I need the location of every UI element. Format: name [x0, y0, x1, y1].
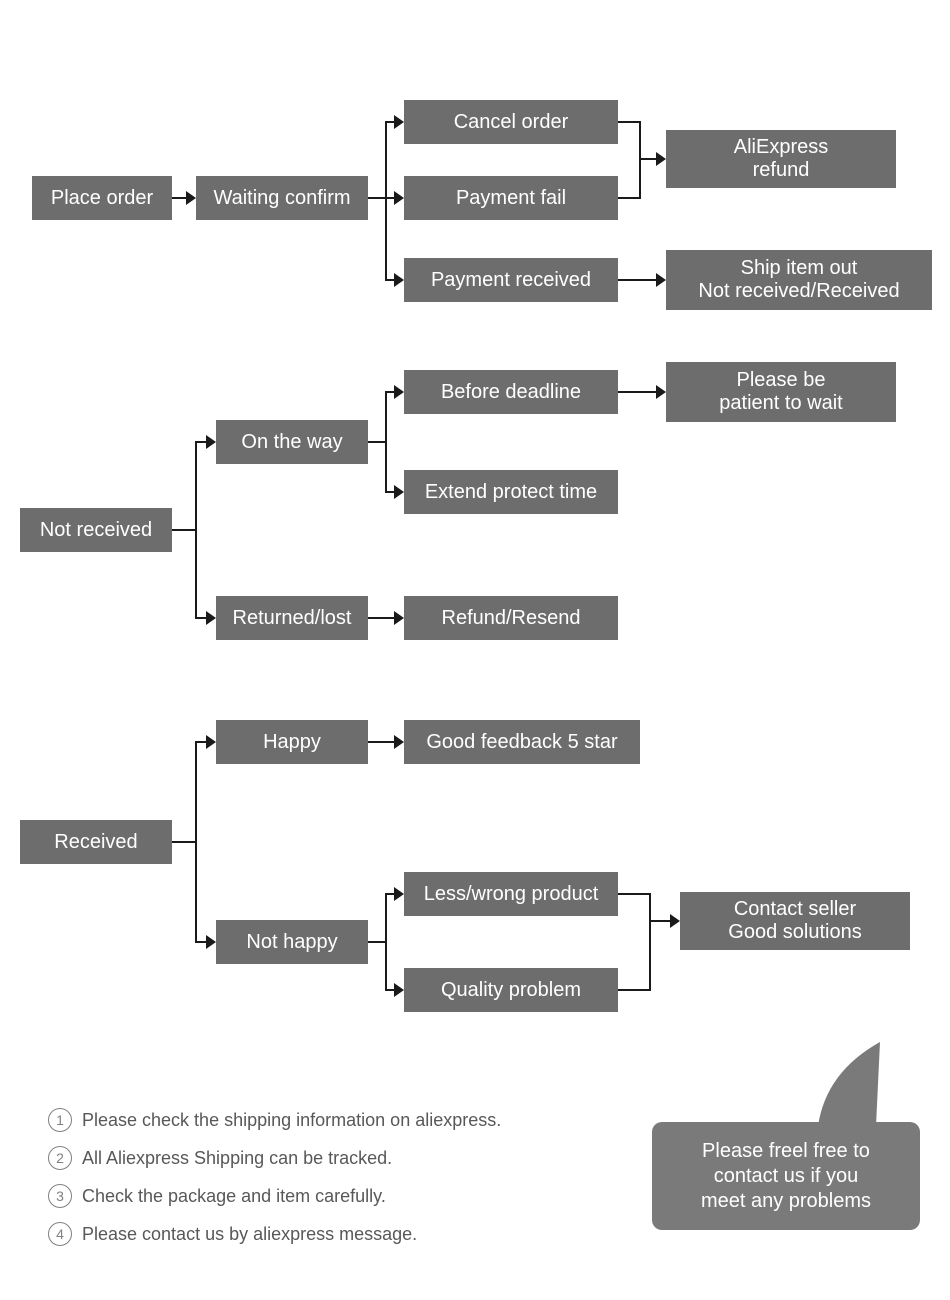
note-text: Please check the shipping information on… — [82, 1110, 501, 1131]
note-number-icon: 2 — [48, 1146, 72, 1170]
node-on-the-way: On the way — [216, 420, 368, 464]
node-extend-protect: Extend protect time — [404, 470, 618, 514]
node-good-feedback: Good feedback 5 star — [404, 720, 640, 764]
node-payment-fail: Payment fail — [404, 176, 618, 220]
node-payment-received: Payment received — [404, 258, 618, 302]
node-cancel-order: Cancel order — [404, 100, 618, 144]
node-before-deadline: Before deadline — [404, 370, 618, 414]
node-quality-problem: Quality problem — [404, 968, 618, 1012]
node-not-received: Not received — [20, 508, 172, 552]
note-text: Please contact us by aliexpress message. — [82, 1224, 417, 1245]
note-line-2: 2 All Aliexpress Shipping can be tracked. — [48, 1146, 392, 1170]
note-number-icon: 1 — [48, 1108, 72, 1132]
node-waiting-confirm: Waiting confirm — [196, 176, 368, 220]
note-number-icon: 4 — [48, 1222, 72, 1246]
node-place-order: Place order — [32, 176, 172, 220]
node-contact-seller: Contact seller Good solutions — [680, 892, 910, 950]
note-line-1: 1 Please check the shipping information o… — [48, 1108, 501, 1132]
node-returned-lost: Returned/lost — [216, 596, 368, 640]
node-refund-resend: Refund/Resend — [404, 596, 618, 640]
note-number-icon: 3 — [48, 1184, 72, 1208]
note-text: All Aliexpress Shipping can be tracked. — [82, 1148, 392, 1169]
node-happy: Happy — [216, 720, 368, 764]
node-please-wait: Please be patient to wait — [666, 362, 896, 422]
node-received: Received — [20, 820, 172, 864]
contact-speech-bubble: Please freel free to contact us if you m… — [652, 1122, 920, 1230]
node-ali-refund: AliExpress refund — [666, 130, 896, 188]
flowchart-canvas: Place order Waiting confirm Cancel order Pa… — [0, 0, 950, 1300]
note-line-4: 4 Please contact us by aliexpress message… — [48, 1222, 417, 1246]
node-less-wrong: Less/wrong product — [404, 872, 618, 916]
note-line-3: 3 Check the package and item carefully. — [48, 1184, 386, 1208]
node-not-happy: Not happy — [216, 920, 368, 964]
note-text: Check the package and item carefully. — [82, 1186, 386, 1207]
node-ship-out: Ship item out Not received/Received — [666, 250, 932, 310]
